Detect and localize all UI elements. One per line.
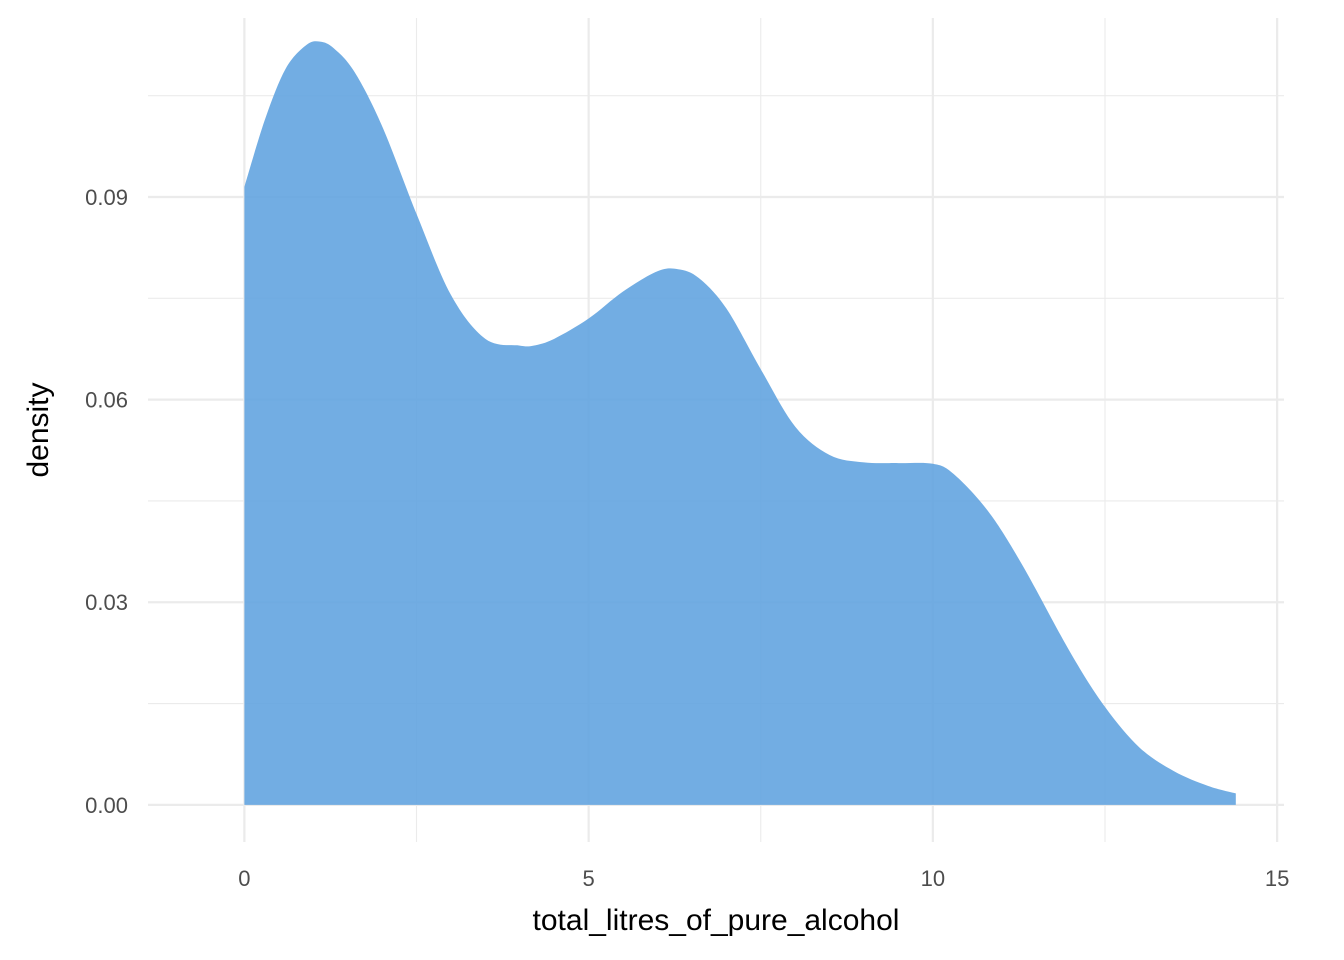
y-tick-label: 0.06 [85, 388, 128, 413]
x-axis-tick-labels: 0 5 10 15 [238, 866, 1289, 891]
y-tick-label: 0.09 [85, 185, 128, 210]
x-tick-label: 5 [583, 866, 595, 891]
x-axis-title: total_litres_of_pure_alcohol [533, 904, 900, 937]
x-tick-label: 10 [921, 866, 945, 891]
density-area [244, 41, 1236, 805]
y-tick-label: 0.03 [85, 590, 128, 615]
y-tick-label: 0.00 [85, 793, 128, 818]
x-tick-label: 0 [238, 866, 250, 891]
y-axis-tick-labels: 0.00 0.03 0.06 0.09 [85, 185, 128, 818]
x-tick-label: 15 [1265, 866, 1289, 891]
y-axis-title: density [22, 382, 55, 477]
